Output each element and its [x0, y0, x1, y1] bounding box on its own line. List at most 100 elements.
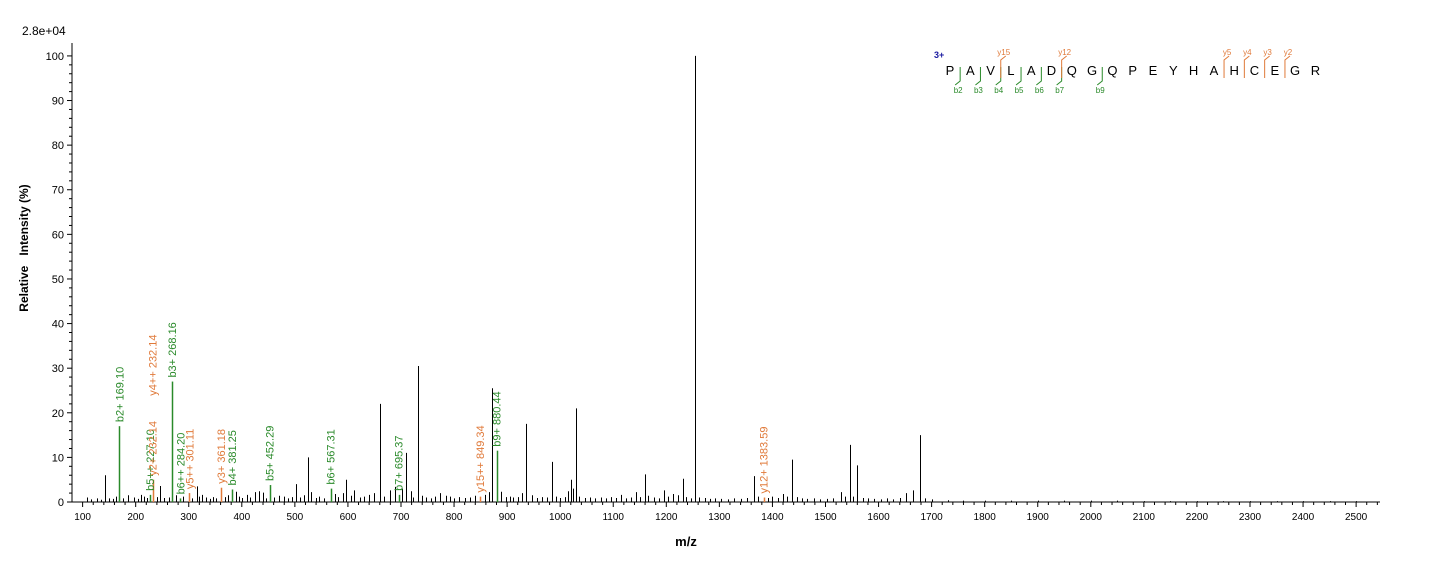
residue: P	[1128, 63, 1137, 78]
y-ion-bracket	[1243, 55, 1250, 78]
peak-label: y2+ 232.14	[148, 421, 160, 476]
y-ion-label: y5	[1223, 48, 1232, 57]
b-ion-label: b7	[1055, 86, 1064, 95]
y-ion-label: y15	[997, 48, 1010, 57]
x-tick-label: 2100	[1133, 512, 1156, 523]
x-tick-label: 1500	[814, 512, 837, 523]
b-ion-label: b6	[1035, 86, 1044, 95]
y-tick-label: 100	[46, 51, 64, 63]
x-tick-label: 2200	[1186, 512, 1209, 523]
residue: D	[1047, 63, 1056, 78]
b-ion-label: b5	[1015, 86, 1024, 95]
residue: E	[1149, 63, 1158, 78]
y-ion-label: y4	[1243, 48, 1252, 57]
y-tick-label: 30	[52, 363, 64, 375]
peak-label: b6++ 284.20	[175, 433, 187, 495]
residue: Q	[1107, 63, 1117, 78]
y-tick-label: 80	[52, 140, 64, 152]
residue: G	[1087, 63, 1097, 78]
y-tick-label: 20	[52, 408, 64, 420]
b-ion-label: b4	[994, 86, 1003, 95]
x-tick-label: 1400	[761, 512, 784, 523]
peak-label: y5++ 301.11	[184, 429, 196, 489]
peak-label: b6+ 567.31	[326, 429, 338, 484]
residue: A	[1210, 63, 1219, 78]
b-ion-bracket	[1015, 67, 1022, 86]
y-ion-label: y12	[1058, 48, 1071, 57]
x-tick-label: 100	[74, 512, 91, 523]
b-ion-label: b9	[1096, 86, 1105, 95]
x-tick-label: 1900	[1027, 512, 1050, 523]
b-ion-bracket	[1096, 67, 1103, 86]
charge-state: 3+	[934, 50, 944, 60]
x-tick-label: 200	[127, 512, 144, 523]
x-tick-label: 2400	[1292, 512, 1315, 523]
axes: 0 10 20 30 40 50 60 70 80 90 100 100 200 300 400 500 600…	[46, 43, 1380, 523]
residue: E	[1270, 63, 1279, 78]
peak-label: b5++ 227.10	[145, 429, 157, 491]
b-ion-label: b3	[974, 86, 983, 95]
b-ion-bracket	[975, 67, 981, 86]
b-ion-bracket	[1056, 67, 1063, 86]
residue: Y	[1169, 63, 1178, 78]
y-tick-label: 50	[52, 274, 64, 286]
x-tick-label: 700	[393, 512, 410, 523]
b-ion-label: b2	[954, 86, 963, 95]
y-tick-label: 90	[52, 96, 64, 108]
b-ion-bracket	[995, 67, 1002, 86]
y-ion-label: y2	[1284, 48, 1293, 57]
x-tick-label: 900	[499, 512, 516, 523]
x-tick-label: 1800	[974, 512, 997, 523]
b-ion-bracket	[954, 67, 961, 86]
y-tick-label: 60	[52, 229, 64, 241]
peak-label: b5+ 452.29	[265, 426, 277, 481]
peak-label: y12+ 1383.59	[759, 427, 771, 494]
residue: V	[986, 63, 995, 78]
peak-label: b4+ 381.25	[227, 430, 239, 485]
x-tick-label: 400	[233, 512, 250, 523]
x-tick-label: 1000	[549, 512, 572, 523]
intensity-scale-label: 2.8e+04	[22, 24, 66, 38]
x-tick-label: 600	[340, 512, 357, 523]
peak-label: b3+ 268.16	[167, 322, 179, 377]
y-ion-bracket	[1284, 55, 1291, 78]
b-ion-bracket	[1036, 67, 1042, 86]
peak-label: b7+ 695.37	[394, 435, 406, 490]
y-axis-title: Relative Intensity (%)	[17, 184, 31, 311]
x-tick-label: 300	[180, 512, 197, 523]
peak-label: y3+ 361.18	[216, 429, 228, 484]
residue: G	[1290, 63, 1300, 78]
residue: Q	[1067, 63, 1077, 78]
residue: A	[966, 63, 975, 78]
residue: C	[1250, 63, 1259, 78]
x-tick-label: 1600	[867, 512, 890, 523]
peak-series	[87, 55, 1357, 502]
peak-label: b9+ 880.44	[492, 391, 504, 446]
residue: H	[1230, 63, 1239, 78]
y-ion-bracket	[1061, 55, 1067, 78]
y-ion-bracket	[1000, 55, 1007, 78]
x-tick-label: 2300	[1239, 512, 1262, 523]
y-tick-label: 70	[52, 185, 64, 197]
x-tick-label: 1100	[602, 512, 624, 523]
x-tick-label: 800	[446, 512, 463, 523]
x-tick-label: 500	[287, 512, 304, 523]
residue: H	[1189, 63, 1198, 78]
peak-label: b2+ 169.10	[114, 367, 126, 422]
y-tick-label: 10	[52, 452, 64, 464]
y-ion-label: y3	[1263, 48, 1272, 57]
peak-label: y4++ 232.14	[148, 335, 160, 396]
residue: L	[1007, 63, 1014, 78]
residue: A	[1027, 63, 1036, 78]
y-tick-label: 0	[58, 497, 64, 509]
y-tick-label: 40	[52, 319, 64, 331]
peak-label: y15++ 849.34	[475, 425, 487, 492]
y-ion-bracket	[1264, 55, 1270, 78]
residue: P	[946, 63, 955, 78]
x-axis-title: m/z	[675, 534, 697, 549]
residue: R	[1311, 63, 1320, 78]
